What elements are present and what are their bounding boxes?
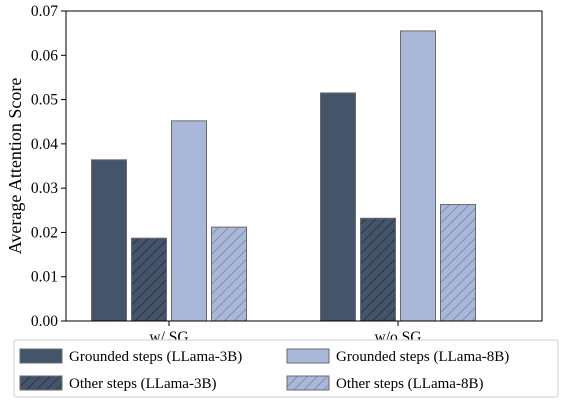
bar	[440, 204, 476, 322]
legend-label: Other steps (LLama-8B)	[336, 376, 483, 392]
y-axis-ticks: 0.00 0.01 0.02 0.03 0.04 0.05 0.06 0.07	[31, 3, 66, 330]
legend-swatch	[19, 375, 63, 391]
y-axis-label: Average Attention Score	[5, 78, 25, 255]
y-tick-label: 0.03	[31, 180, 58, 197]
legend: Grounded steps (LLama-3B) Other steps (LL…	[13, 339, 559, 398]
bar	[131, 237, 167, 322]
y-tick-label: 0.02	[31, 224, 58, 241]
legend-swatch	[286, 348, 330, 364]
bar	[400, 30, 436, 322]
legend-frame	[13, 339, 559, 398]
bar	[211, 226, 247, 322]
y-tick-label: 0.00	[31, 313, 58, 330]
y-tick-label: 0.06	[31, 47, 58, 64]
bar	[320, 92, 356, 322]
legend-label: Grounded steps (LLama-3B)	[69, 349, 242, 365]
bar-series-group	[91, 30, 476, 322]
y-tick-label: 0.07	[31, 3, 58, 20]
bar	[360, 217, 396, 322]
legend-label: Other steps (LLama-3B)	[69, 376, 216, 392]
y-tick-label: 0.01	[31, 269, 58, 286]
bar	[171, 120, 207, 322]
bar	[91, 159, 127, 322]
plot-frame	[65, 10, 543, 322]
legend-label: Grounded steps (LLama-8B)	[336, 349, 509, 365]
legend-swatch	[286, 375, 330, 391]
legend-swatch	[19, 348, 63, 364]
y-tick-label: 0.04	[31, 136, 58, 153]
y-tick-label: 0.05	[31, 92, 58, 109]
